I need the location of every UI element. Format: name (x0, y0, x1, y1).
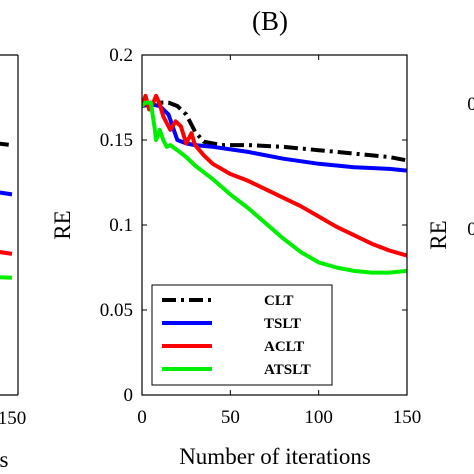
panel-b-plot-area (142, 93, 407, 275)
panel-a-series-line-3 (0, 275, 13, 280)
panel-c-y-axis-label: RE (426, 220, 451, 249)
y-tick-label: 0.2 (109, 45, 133, 66)
legend-label-atslt: ATSLT (264, 362, 311, 378)
panel-b: (B) RE Number of iterations 0 50 100 150 0 0.… (50, 6, 421, 469)
legend-label-aclt: ACLT (264, 339, 304, 355)
panel-a-x-axis-label-fragment: s (0, 447, 9, 472)
panel-b-ticks: 0 50 100 150 0 0.05 0.1 0.15 0.2 (100, 45, 422, 428)
panel-a-series-line-1 (0, 190, 13, 197)
y-tick-label: 0.05 (100, 300, 133, 321)
panel-a-plot-area (0, 141, 13, 280)
x-tick-label: 150 (393, 407, 422, 428)
legend-label-tslt: TSLT (264, 316, 301, 332)
x-tick-label: 50 (221, 407, 240, 428)
panel-b-frame (141, 54, 408, 396)
panel-a: 150 s (0, 54, 26, 472)
y-tick-label: 0.15 (100, 130, 133, 151)
panel-a-x-tick-label: 150 (0, 408, 26, 429)
legend-label-clt: CLT (264, 293, 293, 309)
panel-a-series-line-0 (0, 141, 13, 148)
panel-c: RE 0 0 (426, 94, 474, 250)
x-tick-label: 0 (137, 407, 147, 428)
panel-b-y-axis-label: RE (50, 210, 75, 239)
panel-b-legend: CLT TSLT ACLT ATSLT (151, 284, 333, 386)
panel-b-x-axis-label: Number of iterations (179, 444, 371, 469)
panel-c-y-tick-label-mid: 0 (467, 219, 474, 240)
panel-b-label: (B) (252, 6, 288, 36)
x-tick-label: 100 (304, 407, 333, 428)
panel-c-y-tick-label-top: 0 (467, 94, 474, 115)
series-line-aclt (142, 93, 407, 258)
series-line-atslt (142, 100, 407, 275)
panel-a-series-line-2 (0, 250, 13, 256)
y-tick-label: 0 (124, 385, 134, 406)
series-line-clt (142, 100, 407, 163)
y-tick-label: 0.1 (109, 215, 133, 236)
